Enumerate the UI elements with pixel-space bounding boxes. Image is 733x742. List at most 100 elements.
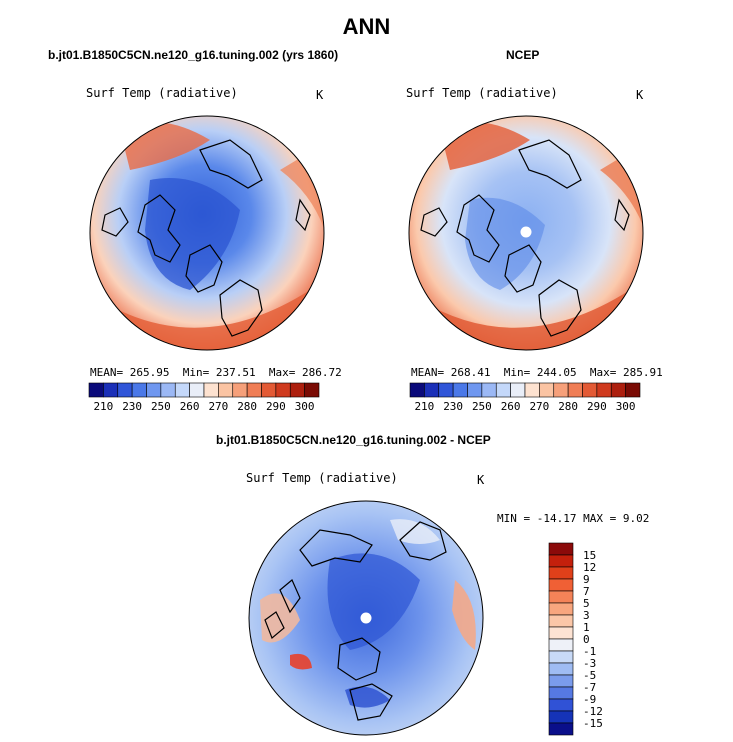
panel1-stats: MEAN= 265.95 Min= 237.51 Max= 286.72 — [90, 366, 342, 379]
panel1-colorbar-swatch — [304, 382, 320, 398]
panel1-mean-value: 265.95 — [129, 366, 170, 379]
panel1-colorbar-swatch — [261, 382, 277, 398]
panel1-colorbar-swatch — [103, 382, 119, 398]
panel2-variable-label: Surf Temp (radiative) — [406, 86, 558, 100]
panel1-colorbar-swatch — [203, 382, 219, 398]
panel2-mean-value: 268.41 — [450, 366, 491, 379]
panel1-map — [89, 115, 325, 351]
panel2-map — [408, 115, 644, 351]
panel3-colorbar-tick-label: -3 — [583, 657, 596, 670]
panel1-title: b.jt01.B1850C5CN.ne120_g16.tuning.002 (y… — [48, 48, 339, 62]
panel2-colorbar-swatch — [510, 382, 526, 398]
panel1-colorbar-tick-label: 300 — [295, 400, 315, 413]
panel3-colorbar-swatch — [548, 626, 574, 640]
panel1-colorbar-tick-label: 210 — [93, 400, 113, 413]
panel2-colorbar-tick-label: 230 — [443, 400, 463, 413]
panel2-colorbar-swatch — [452, 382, 468, 398]
panel1-colorbar-swatch — [131, 382, 147, 398]
panel3-colorbar-swatch — [548, 686, 574, 700]
panel3-title: b.jt01.B1850C5CN.ne120_g16.tuning.002 - … — [216, 433, 491, 447]
panel2-units-label: K — [636, 88, 644, 102]
panel3-colorbar-tick-label: -7 — [583, 681, 596, 694]
panel3-colorbar-tick-label: -12 — [583, 705, 603, 718]
panel3-max-value: 9.02 — [622, 512, 650, 525]
panel3-colorbar-tick-label: 1 — [583, 621, 590, 634]
panel2-colorbar-swatch — [481, 382, 497, 398]
panel1-colorbar-tick-label: 290 — [266, 400, 286, 413]
panel1-colorbar-swatch — [117, 382, 133, 398]
panel1-units-label: K — [316, 88, 324, 102]
panel3-colorbar-swatch — [548, 638, 574, 652]
panel1-colorbar-swatch — [174, 382, 190, 398]
panel2-colorbar-tick-label: 210 — [414, 400, 434, 413]
panel1-colorbar-swatch — [275, 382, 291, 398]
panel3-colorbar-tick-label: 9 — [583, 573, 590, 586]
panel2-min-label: Min= — [503, 366, 531, 379]
panel2-colorbar-tick-label: 300 — [616, 400, 636, 413]
panel1-colorbar-swatch — [289, 382, 305, 398]
panel2-colorbar-swatch — [553, 382, 569, 398]
panel1-max-label: Max= — [268, 366, 296, 379]
panel2-title: NCEP — [506, 48, 540, 62]
panel1-colorbar-tick-label: 270 — [208, 400, 228, 413]
panel2-colorbar-swatch — [495, 382, 511, 398]
panel1-colorbar-swatch — [146, 382, 162, 398]
panel2-colorbar-swatch — [467, 382, 483, 398]
panel3-colorbar-swatch — [548, 614, 574, 628]
panel3-colorbar-swatch — [548, 650, 574, 664]
panel2-colorbar-tick-label: 280 — [558, 400, 578, 413]
panel3-colorbar-swatch — [548, 662, 574, 676]
panel1-colorbar-swatch — [218, 382, 234, 398]
page-title: ANN — [342, 14, 391, 39]
panel2-max-value: 285.91 — [623, 366, 663, 379]
panel3-variable-label: Surf Temp (radiative) — [246, 471, 398, 485]
panel1-colorbar-tick-label: 260 — [180, 400, 200, 413]
panel3-colorbar-tick-label: 15 — [583, 549, 596, 562]
panel3-colorbar-tick-label: -9 — [583, 693, 596, 706]
panel2-colorbar-swatch — [582, 382, 598, 398]
panel3-colorbar-swatch — [548, 566, 574, 580]
panel1-colorbar-tick-label: 280 — [237, 400, 257, 413]
panel2-mean-label: MEAN= — [411, 366, 445, 379]
panel2-colorbar-swatch — [596, 382, 612, 398]
panel2-max-label: Max= — [589, 366, 617, 379]
panel3-map — [248, 500, 484, 736]
panel3-colorbar-tick-label: 7 — [583, 585, 590, 598]
panel3-colorbar-swatch — [548, 710, 574, 724]
panel1-min-label: Min= — [182, 366, 210, 379]
panel1-colorbar-tick-label: 250 — [151, 400, 171, 413]
panel2-colorbar-tick-label: 250 — [472, 400, 492, 413]
panel2-colorbar-tick-label: 290 — [587, 400, 607, 413]
panel2-colorbar-swatch — [567, 382, 583, 398]
panel3-colorbar-swatch — [548, 578, 574, 592]
panel3-colorbar-tick-label: -1 — [583, 645, 596, 658]
panel2-colorbar-swatch — [438, 382, 454, 398]
panel2-colorbar-swatch — [539, 382, 555, 398]
panel1-colorbar-swatch — [189, 382, 205, 398]
panel3-colorbar-tick-label: 12 — [583, 561, 596, 574]
panel1-variable-label: Surf Temp (radiative) — [86, 86, 238, 100]
panel1-colorbar-swatch — [88, 382, 104, 398]
panel2-colorbar: 210 230 250 260 270 280 290 300 — [409, 382, 641, 413]
panel3-min-value: -14.17 — [536, 512, 577, 525]
panel2-colorbar-swatch — [625, 382, 641, 398]
panel3-colorbar-tick-label: 3 — [583, 609, 590, 622]
panel1-colorbar-swatch — [246, 382, 262, 398]
panel3-colorbar-tick-label: 0 — [583, 633, 590, 646]
panel3-pole-marker — [360, 612, 372, 624]
panel1-colorbar-swatch — [160, 382, 176, 398]
panel1-max-value: 286.72 — [302, 366, 342, 379]
panel2-min-value: 244.05 — [536, 366, 577, 379]
panel2-colorbar-tick-label: 270 — [529, 400, 549, 413]
panel3-colorbar-tick-label: -5 — [583, 669, 596, 682]
panel3-colorbar-tick-label: 5 — [583, 597, 590, 610]
panel1-colorbar-tick-label: 230 — [122, 400, 142, 413]
panel2-pole-marker — [520, 226, 532, 238]
panel3-colorbar-swatch — [548, 698, 574, 712]
panel3-colorbar-swatch — [548, 602, 574, 616]
panel1-min-value: 237.51 — [215, 366, 256, 379]
panel2-colorbar-swatch — [409, 382, 425, 398]
panel3-max-label: MAX = — [583, 512, 617, 525]
